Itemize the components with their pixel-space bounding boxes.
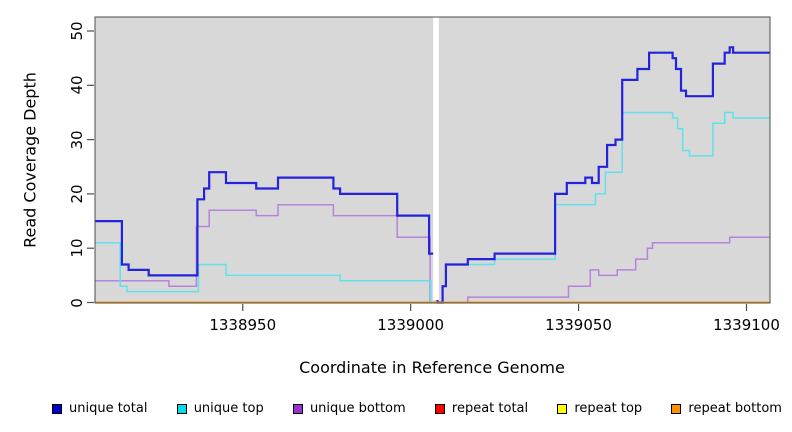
legend-label: repeat total: [451, 401, 529, 416]
x-tick-label: 1339100: [713, 316, 780, 334]
legend-label: unique top: [193, 401, 264, 416]
x-tick-label: 1339000: [377, 316, 445, 334]
legend-swatch-icon: [292, 403, 303, 414]
masked-region: [433, 16, 439, 300]
legend-swatch-icon: [557, 403, 568, 414]
legend-item-unique-top: unique top: [176, 401, 264, 416]
y-tick-label: 20: [68, 184, 86, 204]
legend-label: unique bottom: [309, 401, 406, 416]
legend-swatch-icon: [52, 403, 62, 414]
legend-item-unique-total: unique total: [52, 401, 147, 416]
series-line-unique-top: [95, 111, 770, 304]
y-tick-label: 30: [68, 130, 86, 150]
y-tick-label: 50: [68, 21, 86, 41]
legend-label: repeat top: [574, 401, 643, 416]
y-tick-label: 0: [68, 297, 86, 308]
y-tick-label: 40: [68, 75, 86, 95]
y-axis-title: Read Coverage Depth: [20, 72, 40, 248]
plot-background: [95, 17, 770, 303]
legend-swatch-icon: [176, 403, 187, 414]
legend-item-unique-bottom: unique bottom: [292, 401, 406, 416]
series-line-unique-bottom: [95, 204, 770, 304]
legend-item-repeat-top: repeat top: [557, 401, 642, 416]
legend-item-repeat-total: repeat total: [434, 401, 529, 416]
plot-border: [94, 16, 771, 304]
legend-label: repeat bottom: [688, 401, 782, 416]
chart-legend: unique total unique top unique bottom repea…: [52, 401, 782, 416]
x-axis-title: Coordinate in Reference Genome: [299, 358, 565, 377]
legend-swatch-icon: [671, 403, 682, 414]
series-line-unique-total: [95, 46, 770, 304]
x-tick-label: 1338950: [209, 316, 277, 334]
legend-label: unique total: [69, 401, 148, 416]
y-tick-label: 10: [68, 238, 86, 258]
legend-item-repeat-bottom: repeat bottom: [671, 401, 782, 416]
x-tick-label: 1339050: [545, 316, 612, 334]
legend-swatch-icon: [434, 403, 445, 414]
